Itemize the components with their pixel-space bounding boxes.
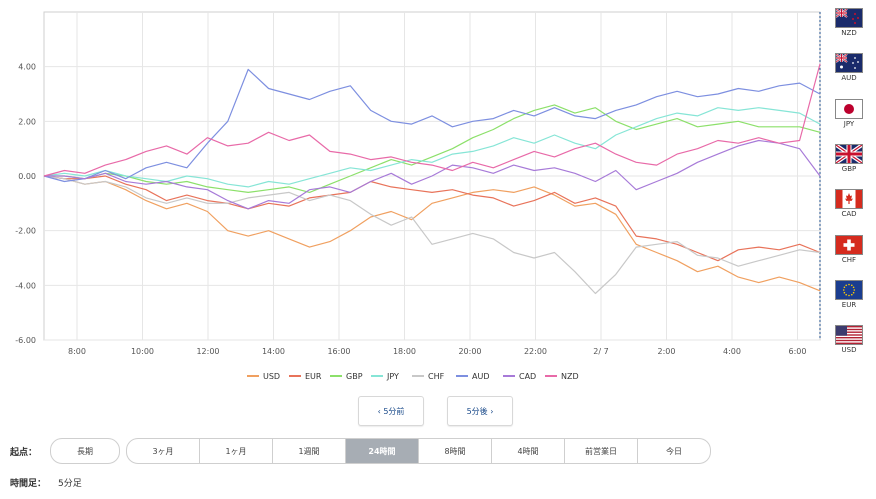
x-tick-label: 16:00	[327, 347, 350, 356]
x-tick-label: 12:00	[196, 347, 219, 356]
start-point-long-term-button[interactable]: 長期	[50, 438, 120, 464]
flag-item-eur[interactable]: EUR	[827, 280, 871, 309]
flag-label: NZD	[841, 29, 857, 37]
y-tick-label: 4.00	[18, 63, 36, 72]
series-line-aud	[43, 68, 821, 183]
currency-strength-chart: 4.00 2.00 0.00 -2.00 -4.00 -6.00 8:00 10:00 12:0…	[15, 11, 821, 381]
flag-item-gbp[interactable]: GBP	[827, 144, 871, 173]
x-tick-label: 4:00	[723, 347, 741, 356]
legend-label-aud: AUD	[472, 372, 490, 381]
ch-flag-icon	[835, 235, 863, 255]
flag-item-chf[interactable]: CHF	[827, 235, 871, 264]
y-tick-label: -6.00	[15, 336, 36, 345]
jp-flag-icon	[835, 99, 863, 119]
y-tick-label: -4.00	[15, 281, 36, 290]
flag-item-aud[interactable]: AUD	[827, 53, 871, 82]
start-point-label: 起点：	[10, 448, 38, 458]
eu-flag-icon	[835, 280, 863, 300]
gb-flag-icon	[835, 144, 863, 164]
series-line-jpy	[43, 107, 821, 188]
legend-label-eur: EUR	[305, 372, 322, 381]
au-flag-icon	[835, 53, 863, 73]
x-tick-label: 20:00	[458, 347, 481, 356]
start-point-tab[interactable]: 前営業日	[565, 438, 638, 464]
series-line-usd	[43, 175, 821, 292]
y-tick-label: 0.00	[18, 172, 36, 181]
x-tick-label: 8:00	[68, 347, 86, 356]
next-5min-button[interactable]: 5分後 ›	[447, 396, 513, 426]
x-tick-label: 10:00	[131, 347, 154, 356]
start-point-tab[interactable]: 8時間	[419, 438, 492, 464]
timeframe-label: 時間足：	[10, 479, 47, 489]
series-line-gbp	[44, 104, 821, 193]
start-point-tab[interactable]: 1週間	[273, 438, 346, 464]
series-line-chf	[43, 175, 821, 295]
flag-label: JPY	[843, 120, 855, 128]
x-tick-label: 14:00	[262, 347, 285, 356]
flag-label: CHF	[841, 256, 857, 264]
flag-label: EUR	[841, 301, 857, 309]
y-tick-label: 2.00	[18, 117, 36, 126]
flag-item-jpy[interactable]: JPY	[827, 99, 871, 128]
us-flag-icon	[835, 325, 863, 345]
legend-label-usd: USD	[263, 372, 280, 381]
flag-label: USD	[841, 346, 857, 354]
x-tick-label: 2/ 7	[593, 347, 608, 356]
start-point-tab[interactable]: 24時間	[346, 438, 419, 464]
start-point-tabs: 3ヶ月 1ヶ月 1週間 24時間 8時間 4時間 前営業日 今日	[126, 438, 711, 464]
start-point-tab[interactable]: 今日	[638, 438, 711, 464]
timeframe-value: 5分足	[58, 479, 82, 489]
legend-label-nzd: NZD	[561, 372, 579, 381]
nz-flag-icon	[835, 8, 863, 28]
flag-label: GBP	[841, 165, 857, 173]
legend-label-jpy: JPY	[386, 372, 399, 381]
flag-label: AUD	[841, 74, 857, 82]
series-line-cad	[44, 139, 821, 210]
start-point-tab[interactable]: 1ヶ月	[200, 438, 273, 464]
flag-item-usd[interactable]: USD	[827, 325, 871, 354]
ca-flag-icon	[835, 189, 863, 209]
x-tick-label: 18:00	[393, 347, 416, 356]
legend-label-cad: CAD	[519, 372, 536, 381]
legend-label-gbp: GBP	[346, 372, 363, 381]
x-tick-label: 2:00	[658, 347, 676, 356]
y-tick-label: -2.00	[15, 227, 36, 236]
x-tick-label: 22:00	[524, 347, 547, 356]
start-point-tab[interactable]: 4時間	[492, 438, 565, 464]
flag-label: CAD	[841, 210, 857, 218]
prev-5min-button[interactable]: ‹ 5分前	[358, 396, 424, 426]
series-line-nzd	[43, 63, 821, 177]
flag-item-cad[interactable]: CAD	[827, 189, 871, 218]
flag-item-nzd[interactable]: NZD	[827, 8, 871, 37]
legend-label-chf: CHF	[428, 372, 445, 381]
start-point-tab[interactable]: 3ヶ月	[126, 438, 200, 464]
series-line-eur	[43, 175, 821, 262]
x-tick-label: 6:00	[789, 347, 807, 356]
